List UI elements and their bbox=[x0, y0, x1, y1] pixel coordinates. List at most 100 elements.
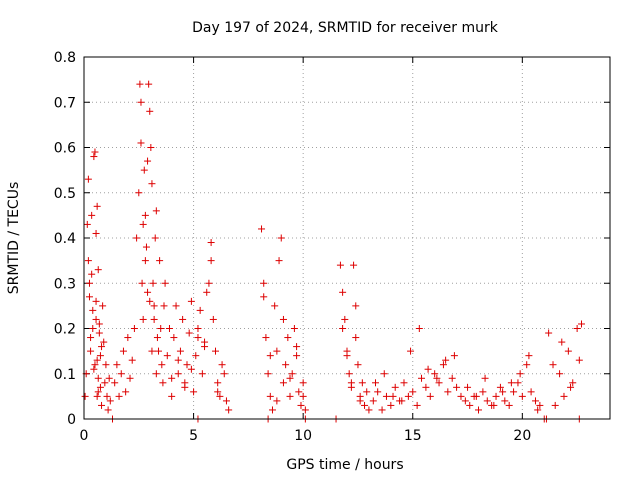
x-axis-label: GPS time / hours bbox=[286, 457, 403, 473]
data-point bbox=[407, 347, 415, 355]
data-point bbox=[496, 383, 504, 391]
data-points bbox=[81, 80, 586, 423]
data-point bbox=[301, 406, 309, 414]
data-point bbox=[273, 397, 281, 405]
plot-frame bbox=[83, 56, 611, 420]
data-point bbox=[146, 107, 154, 115]
data-point bbox=[216, 392, 224, 400]
data-point bbox=[371, 379, 379, 387]
data-point bbox=[479, 388, 487, 396]
data-point bbox=[282, 361, 290, 369]
data-point bbox=[172, 302, 180, 310]
data-point bbox=[144, 288, 152, 296]
x-tick-label: 10 bbox=[294, 428, 312, 444]
data-point bbox=[96, 352, 104, 360]
data-point bbox=[350, 261, 358, 269]
data-point bbox=[170, 334, 178, 342]
data-point bbox=[83, 220, 91, 228]
data-point bbox=[91, 361, 99, 369]
data-point bbox=[461, 397, 469, 405]
data-point bbox=[98, 343, 106, 351]
data-point bbox=[152, 207, 160, 215]
data-point bbox=[95, 320, 103, 328]
y-axis-label: SRMTID / TECUs bbox=[6, 182, 22, 295]
data-point bbox=[113, 361, 121, 369]
data-point bbox=[92, 297, 100, 305]
data-point bbox=[527, 388, 535, 396]
data-point bbox=[271, 302, 279, 310]
data-point bbox=[85, 279, 93, 287]
data-point bbox=[464, 383, 472, 391]
data-point bbox=[190, 388, 198, 396]
data-point bbox=[94, 388, 102, 396]
data-point bbox=[516, 370, 524, 378]
data-point bbox=[98, 401, 106, 409]
data-point bbox=[413, 401, 421, 409]
data-point bbox=[90, 153, 98, 161]
data-point bbox=[174, 370, 182, 378]
data-point bbox=[569, 379, 577, 387]
data-point bbox=[94, 374, 102, 382]
data-point bbox=[558, 338, 566, 346]
data-point bbox=[106, 397, 114, 405]
data-point bbox=[201, 343, 209, 351]
data-point bbox=[133, 234, 141, 242]
data-point bbox=[84, 257, 92, 265]
data-point bbox=[183, 361, 191, 369]
data-point bbox=[99, 302, 107, 310]
data-point bbox=[369, 397, 377, 405]
data-point bbox=[499, 388, 507, 396]
data-point bbox=[354, 361, 362, 369]
data-point bbox=[145, 80, 153, 88]
data-point bbox=[148, 180, 156, 188]
data-point bbox=[111, 379, 119, 387]
data-point bbox=[88, 270, 96, 278]
data-point bbox=[214, 388, 222, 396]
data-point bbox=[148, 347, 156, 355]
data-point bbox=[87, 347, 95, 355]
data-point bbox=[391, 383, 399, 391]
data-point bbox=[578, 320, 586, 328]
data-point bbox=[505, 401, 513, 409]
y-tick-label: 0.8 bbox=[54, 50, 76, 66]
data-point bbox=[93, 202, 101, 210]
data-point bbox=[343, 352, 351, 360]
data-point bbox=[534, 406, 542, 414]
data-point bbox=[481, 374, 489, 382]
data-point bbox=[564, 347, 572, 355]
y-tick-label: 0.7 bbox=[54, 95, 76, 111]
data-point bbox=[93, 392, 101, 400]
data-point bbox=[181, 383, 189, 391]
data-point bbox=[187, 365, 195, 373]
data-point bbox=[155, 347, 163, 355]
data-point bbox=[135, 189, 143, 197]
data-point bbox=[457, 392, 465, 400]
y-tick-label: 0.5 bbox=[54, 186, 76, 202]
data-point bbox=[424, 365, 432, 373]
data-point bbox=[138, 279, 146, 287]
y-tick-label: 0.3 bbox=[54, 276, 76, 292]
y-tick-label: 0.4 bbox=[54, 231, 76, 247]
data-point bbox=[431, 370, 439, 378]
x-tick-label: 20 bbox=[513, 428, 531, 444]
data-point bbox=[514, 379, 522, 387]
axis-ticks: 0 0.1 0.2 0.3 0.4 0.5 0.6 0.7 0.8 0 5 10 15 20 bbox=[54, 50, 610, 444]
data-point bbox=[387, 401, 395, 409]
data-point bbox=[286, 374, 294, 382]
data-point bbox=[483, 397, 491, 405]
data-point bbox=[153, 334, 161, 342]
data-point bbox=[435, 379, 443, 387]
data-point bbox=[100, 338, 108, 346]
data-point bbox=[439, 361, 447, 369]
data-point bbox=[556, 370, 564, 378]
data-point bbox=[85, 293, 93, 301]
data-point bbox=[507, 379, 515, 387]
data-point bbox=[122, 388, 130, 396]
data-point bbox=[358, 379, 366, 387]
data-point bbox=[299, 392, 307, 400]
data-point bbox=[151, 234, 159, 242]
data-point bbox=[150, 315, 158, 323]
data-point bbox=[96, 383, 104, 391]
data-point bbox=[144, 157, 152, 165]
data-point bbox=[523, 361, 531, 369]
